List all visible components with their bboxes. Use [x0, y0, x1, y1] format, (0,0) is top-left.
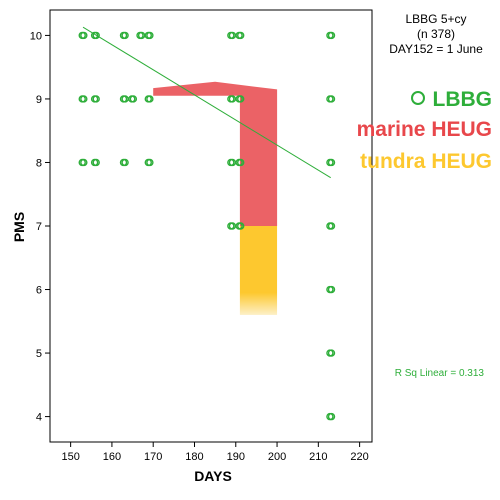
y-tick-label: 4 — [36, 412, 42, 424]
info-line-2: (n 378) — [416, 27, 456, 41]
data-point — [92, 31, 100, 40]
legend-item-tundra-heug: tundra HEUG — [360, 150, 492, 174]
x-tick-label: 200 — [268, 451, 286, 463]
chart-info: LBBG 5+cy (n 378) DAY152 = 1 June — [372, 12, 500, 57]
regression-line — [82, 26, 331, 179]
legend-label-marine-heug: marine HEUG — [356, 118, 492, 141]
info-line-3: DAY152 = 1 June — [389, 42, 483, 56]
x-tick-label: 180 — [185, 451, 203, 463]
data-point — [236, 222, 245, 230]
circle-marker-icon — [410, 91, 425, 106]
x-axis-label: DAYS — [194, 468, 232, 484]
tundra-heug-shape — [239, 226, 278, 315]
data-point — [92, 158, 100, 167]
x-tick-label: 190 — [227, 451, 245, 463]
data-point — [236, 95, 245, 103]
y-tick-label: 10 — [30, 30, 42, 42]
data-point — [327, 412, 336, 421]
data-point — [327, 349, 336, 357]
data-point — [327, 285, 336, 294]
axes-layer: 150 160 170 180 190 200 210 220 4 5 6 7 8 9 10 — [30, 30, 369, 463]
data-point — [80, 158, 88, 167]
y-tick-label: 8 — [36, 157, 42, 169]
legend-item-lbbg: LBBG — [410, 88, 493, 112]
x-tick-label: 170 — [144, 451, 162, 463]
data-point — [146, 158, 154, 167]
regression-layer — [82, 26, 331, 179]
info-line-1: LBBG 5+cy — [405, 12, 467, 26]
plot-frame — [49, 9, 373, 443]
data-point — [327, 31, 336, 40]
y-tick-label: 7 — [36, 221, 42, 233]
data-point — [121, 158, 129, 167]
legend-label-lbbg: LBBG — [432, 88, 493, 111]
y-tick-label: 9 — [36, 94, 42, 106]
data-point — [236, 31, 245, 40]
data-point — [146, 95, 154, 103]
overlay-layer — [153, 81, 278, 315]
data-point — [236, 158, 245, 167]
data-point — [92, 95, 100, 103]
data-point — [80, 95, 88, 103]
y-tick-label: 6 — [36, 285, 42, 297]
data-point — [146, 31, 154, 40]
data-point — [327, 95, 336, 103]
x-tick-label: 220 — [350, 451, 368, 463]
marine-heug-shape — [153, 81, 278, 226]
legend-label-tundra-heug: tundra HEUG — [360, 150, 492, 173]
r-squared-label: R Sq Linear = 0.313 — [394, 368, 484, 379]
y-axis-label: PMS — [11, 212, 27, 242]
legend-item-marine-heug: marine HEUG — [357, 118, 492, 142]
x-tick-label: 160 — [103, 451, 121, 463]
y-tick-label: 5 — [36, 348, 42, 360]
data-point — [327, 158, 336, 167]
data-point — [80, 31, 88, 40]
data-point — [121, 31, 129, 40]
data-point — [129, 95, 138, 103]
x-tick-label: 210 — [309, 451, 327, 463]
points-layer — [78, 31, 336, 421]
data-point — [327, 222, 336, 230]
x-tick-label: 150 — [61, 451, 79, 463]
